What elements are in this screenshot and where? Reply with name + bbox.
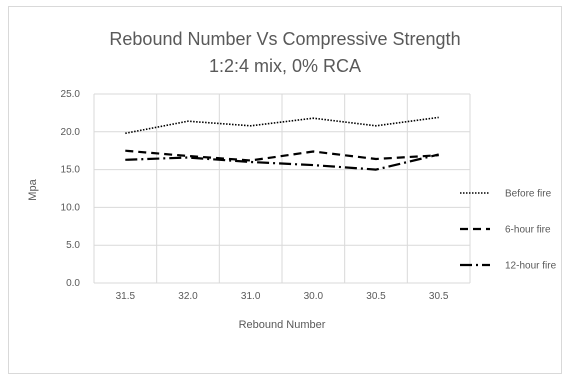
x-tick-label: 31.0 — [241, 291, 261, 302]
chart-subtitle: 1:2:4 mix, 0% RCA — [209, 56, 361, 76]
y-tick-label: 5.0 — [66, 240, 80, 251]
x-tick-labels: 31.5 32.0 31.0 30.0 30.5 30.5 — [116, 291, 449, 302]
x-tick-label: 30.5 — [429, 291, 449, 302]
chart-title: Rebound Number Vs Compressive Strength — [109, 29, 460, 49]
y-tick-labels: 0.0 5.0 10.0 15.0 20.0 25.0 — [61, 89, 81, 289]
y-tick-label: 10.0 — [61, 202, 81, 213]
x-tick-label: 32.0 — [178, 291, 198, 302]
x-tick-label: 31.5 — [116, 291, 136, 302]
legend-label: 6-hour fire — [505, 225, 551, 236]
y-gridlines — [94, 93, 470, 284]
legend: Before fire 6-hour fire 12-hour fire — [460, 189, 557, 272]
x-tick-label: 30.0 — [304, 291, 324, 302]
legend-label: 12-hour fire — [505, 261, 557, 272]
y-axis-label: Mpa — [27, 178, 39, 200]
legend-label: Before fire — [505, 189, 552, 200]
y-tick-label: 15.0 — [61, 165, 81, 176]
series-line-2 — [125, 149, 439, 162]
y-tick-label: 25.0 — [61, 89, 81, 100]
x-tick-label: 30.5 — [366, 291, 386, 302]
x-axis-label: Rebound Number — [239, 319, 326, 331]
series-lines — [125, 116, 439, 171]
x-gridlines — [93, 94, 471, 283]
y-tick-label: 0.0 — [66, 278, 80, 289]
series-line-3 — [125, 153, 439, 171]
y-tick-label: 20.0 — [61, 127, 81, 138]
